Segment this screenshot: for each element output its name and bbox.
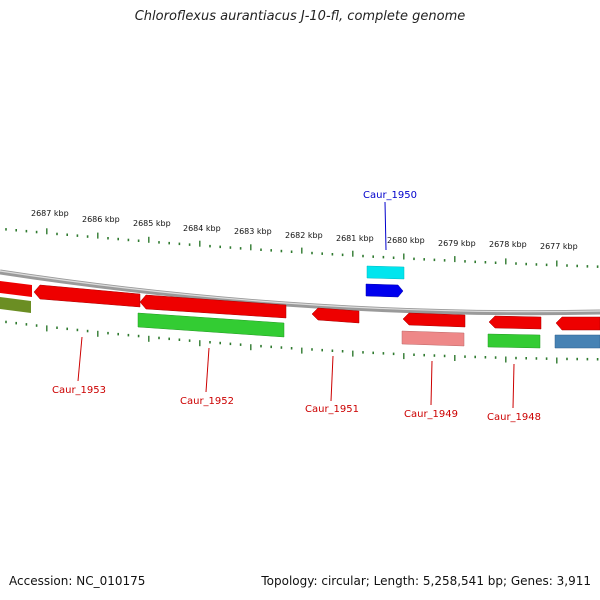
left-edge-olive-feature[interactable] xyxy=(0,297,31,313)
right-edge-steel-feature[interactable] xyxy=(554,334,600,349)
caur-1950-rna-feature[interactable] xyxy=(366,265,405,280)
map-title: Chloroflexus aurantiacus J-10-fl, comple… xyxy=(134,9,466,24)
gene-caur-1949[interactable]: Caur_1949 xyxy=(401,312,466,420)
caur-1951-leader-line xyxy=(330,355,334,402)
accession-text: Accession: NC_010175 xyxy=(9,574,146,588)
caur-1951-cds-arrow[interactable] xyxy=(311,307,360,324)
caur-1950-leader-line xyxy=(384,201,387,251)
kbp-label-2680: 2680 kbp xyxy=(387,236,425,245)
kbp-label-2677: 2677 kbp xyxy=(540,242,578,251)
caur-1951-label: Caur_1951 xyxy=(305,404,359,415)
caur-1950-cds-arrow[interactable] xyxy=(365,283,404,298)
kbp-label-2687: 2687 kbp xyxy=(31,209,69,218)
genome-backbone-highlight xyxy=(0,270,600,313)
caur-1948-label: Caur_1948 xyxy=(487,412,541,423)
lower-tick-ruler xyxy=(5,320,599,364)
upper-tick-ruler xyxy=(5,228,599,268)
caur-1952-green-feature[interactable] xyxy=(137,312,285,338)
kbp-label-2678: 2678 kbp xyxy=(489,240,527,249)
caur-1953-cds-arrow[interactable] xyxy=(33,284,141,308)
gene-caur-1948[interactable]: Caur_1948 xyxy=(487,315,542,423)
caur-1948-leader-line xyxy=(512,363,515,409)
gene-caur-1951[interactable]: Caur_1951 xyxy=(305,307,360,415)
kbp-label-2679: 2679 kbp xyxy=(438,239,476,248)
caur-1949-cds-arrow[interactable] xyxy=(402,312,466,328)
right-edge-red-arrow[interactable] xyxy=(555,316,600,331)
caur-1948-green-feature[interactable] xyxy=(487,333,541,349)
caur-1950-label: Caur_1950 xyxy=(363,190,417,201)
kbp-label-2684: 2684 kbp xyxy=(183,224,221,233)
caur-1952-label: Caur_1952 xyxy=(180,396,234,407)
caur-1953-leader-line xyxy=(77,336,83,382)
kbp-label-2682: 2682 kbp xyxy=(285,231,323,240)
genome-backbone xyxy=(0,269,600,316)
caur-1953-label: Caur_1953 xyxy=(52,385,106,396)
gene-caur-1950[interactable]: Caur_1950 xyxy=(363,190,417,298)
caur-1952-cds-arrow[interactable] xyxy=(139,294,287,319)
genome-summary-text: Topology: circular; Length: 5,258,541 bp… xyxy=(261,574,591,588)
kbp-label-2681: 2681 kbp xyxy=(336,234,374,243)
caur-1948-cds-arrow[interactable] xyxy=(488,315,542,330)
kbp-label-2685: 2685 kbp xyxy=(133,219,171,228)
kbp-label-2683: 2683 kbp xyxy=(234,227,272,236)
kbp-labels: 2687 kbp 2686 kbp 2685 kbp 2684 kbp 2683… xyxy=(31,209,578,251)
gene-caur-1952[interactable]: Caur_1952 xyxy=(137,294,287,407)
gene-caur-1953[interactable]: Caur_1953 xyxy=(33,284,141,396)
caur-1949-pink-feature[interactable] xyxy=(401,330,465,347)
caur-1952-leader-line xyxy=(205,347,210,393)
caur-1949-label: Caur_1949 xyxy=(404,409,458,420)
caur-1949-leader-line xyxy=(430,360,433,406)
left-edge-red-arrow[interactable] xyxy=(0,281,32,297)
kbp-label-2686: 2686 kbp xyxy=(82,215,120,224)
